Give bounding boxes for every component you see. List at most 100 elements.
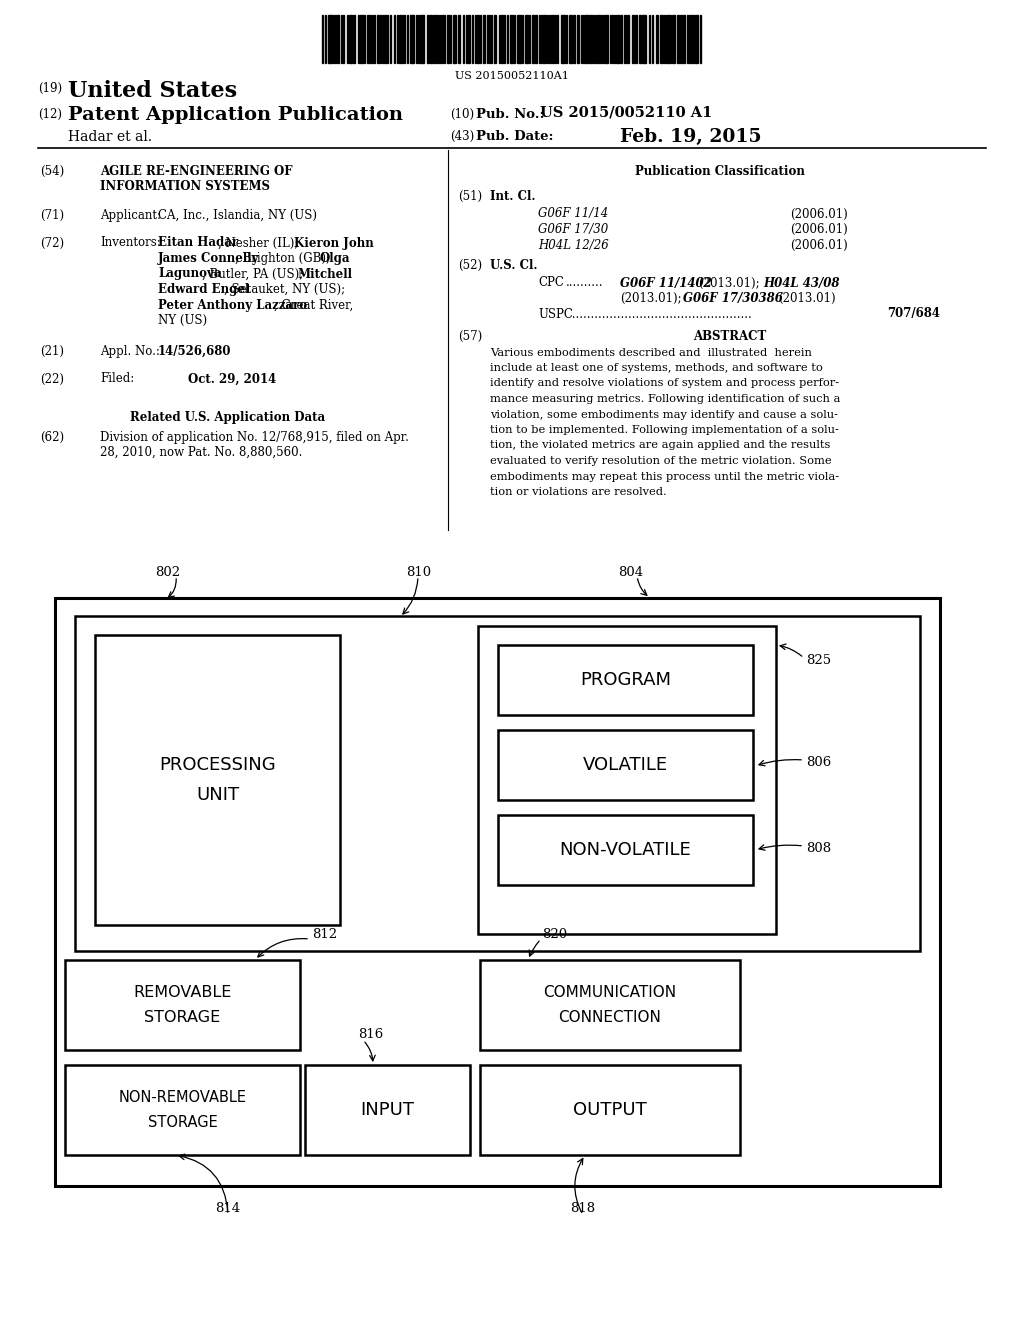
Bar <box>501 15 503 63</box>
Text: Pub. Date:: Pub. Date: <box>476 129 554 143</box>
Text: 806: 806 <box>806 755 831 768</box>
Text: PROGRAM: PROGRAM <box>580 671 671 689</box>
Text: embodiments may repeat this process until the metric viola-: embodiments may repeat this process unti… <box>490 471 839 482</box>
Bar <box>498 814 753 884</box>
Bar <box>569 15 572 63</box>
Bar <box>561 15 565 63</box>
Bar <box>689 15 691 63</box>
Bar <box>517 15 521 63</box>
Text: 808: 808 <box>806 842 831 854</box>
Bar <box>337 15 339 63</box>
Bar <box>494 15 496 63</box>
Text: INFORMATION SYSTEMS: INFORMATION SYSTEMS <box>100 181 270 194</box>
Bar <box>480 1065 740 1155</box>
Text: violation, some embodiments may identify and cause a solu-: violation, some embodiments may identify… <box>490 409 838 420</box>
Text: COMMUNICATION
CONNECTION: COMMUNICATION CONNECTION <box>544 985 677 1024</box>
Bar <box>498 645 753 715</box>
Text: G06F 17/30: G06F 17/30 <box>538 223 608 236</box>
Text: , Brighton (GB);: , Brighton (GB); <box>234 252 334 265</box>
Bar <box>692 15 694 63</box>
Bar <box>478 626 776 935</box>
Text: NY (US): NY (US) <box>158 314 207 327</box>
Text: tion, the violated metrics are again applied and the results: tion, the violated metrics are again app… <box>490 441 830 450</box>
Text: Division of application No. 12/768,915, filed on Apr.: Division of application No. 12/768,915, … <box>100 430 409 444</box>
Text: (51): (51) <box>458 190 482 203</box>
Text: tion or violations are resolved.: tion or violations are resolved. <box>490 487 667 498</box>
Text: (57): (57) <box>458 330 482 342</box>
Text: CPC: CPC <box>538 276 564 289</box>
Text: 818: 818 <box>570 1201 596 1214</box>
Bar <box>360 15 362 63</box>
Text: Olga: Olga <box>319 252 350 265</box>
Text: VOLATILE: VOLATILE <box>583 756 668 774</box>
Bar <box>367 15 369 63</box>
Text: G06F 11/14: G06F 11/14 <box>538 207 608 220</box>
Text: Edward Engel: Edward Engel <box>158 282 250 296</box>
Bar <box>55 598 940 1185</box>
Text: (71): (71) <box>40 209 65 222</box>
Bar <box>349 15 352 63</box>
Text: Publication Classification: Publication Classification <box>635 165 805 178</box>
FancyArrowPatch shape <box>402 578 418 614</box>
Bar <box>660 15 662 63</box>
Bar <box>525 15 528 63</box>
Text: Filed:: Filed: <box>100 372 134 385</box>
Text: 810: 810 <box>406 565 431 578</box>
Text: Peter Anthony Lazzaro: Peter Anthony Lazzaro <box>158 298 307 312</box>
Bar <box>543 15 545 63</box>
Text: (2013.01);: (2013.01); <box>698 276 760 289</box>
Text: 28, 2010, now Pat. No. 8,880,560.: 28, 2010, now Pat. No. 8,880,560. <box>100 446 302 459</box>
Bar <box>427 15 429 63</box>
Text: (22): (22) <box>40 372 63 385</box>
Text: identify and resolve violations of system and process perfor-: identify and resolve violations of syste… <box>490 379 839 388</box>
Text: 820: 820 <box>542 928 567 941</box>
Text: US 20150052110A1: US 20150052110A1 <box>455 71 569 81</box>
Text: 802: 802 <box>155 565 180 578</box>
Bar <box>532 15 534 63</box>
Bar <box>624 15 626 63</box>
Text: (19): (19) <box>38 82 62 95</box>
Text: US 2015/0052110 A1: US 2015/0052110 A1 <box>540 106 713 120</box>
Bar <box>673 15 675 63</box>
Bar <box>305 1065 470 1155</box>
Text: Applicant:: Applicant: <box>100 209 161 222</box>
Bar <box>510 15 513 63</box>
Text: (54): (54) <box>40 165 65 178</box>
Text: Various embodiments described and  illustrated  herein: Various embodiments described and illust… <box>490 347 812 358</box>
Text: Mitchell: Mitchell <box>297 268 352 281</box>
FancyArrowPatch shape <box>365 1041 375 1061</box>
Bar <box>65 1065 300 1155</box>
Bar <box>430 15 432 63</box>
Text: include at least one of systems, methods, and software to: include at least one of systems, methods… <box>490 363 822 374</box>
Bar <box>453 15 456 63</box>
Bar <box>695 15 698 63</box>
Bar <box>620 15 622 63</box>
Bar <box>589 15 591 63</box>
Bar <box>435 15 437 63</box>
Text: Kieron John: Kieron John <box>294 236 374 249</box>
Bar <box>410 15 414 63</box>
FancyArrowPatch shape <box>258 939 307 957</box>
Text: Eitan Hadar: Eitan Hadar <box>158 236 239 249</box>
Text: (2006.01): (2006.01) <box>790 239 848 252</box>
Bar <box>677 15 679 63</box>
Text: 14/526,680: 14/526,680 <box>158 345 231 358</box>
Text: , Great River,: , Great River, <box>273 298 352 312</box>
Text: tion to be implemented. Following implementation of a solu-: tion to be implemented. Following implem… <box>490 425 839 436</box>
Bar <box>535 15 537 63</box>
Text: (2013.01);: (2013.01); <box>620 292 682 305</box>
Text: REMOVABLE
STORAGE: REMOVABLE STORAGE <box>133 985 231 1024</box>
Bar <box>377 15 379 63</box>
Bar <box>328 15 332 63</box>
Bar <box>639 15 641 63</box>
Text: ..........: .......... <box>566 276 603 289</box>
Text: Pub. No.:: Pub. No.: <box>476 108 545 121</box>
Bar <box>577 15 579 63</box>
FancyArrowPatch shape <box>759 845 801 850</box>
Text: H04L 12/26: H04L 12/26 <box>538 239 608 252</box>
Bar <box>480 960 740 1049</box>
FancyArrowPatch shape <box>759 759 801 766</box>
Text: (10): (10) <box>450 108 474 121</box>
Bar <box>384 15 386 63</box>
Bar <box>483 15 485 63</box>
